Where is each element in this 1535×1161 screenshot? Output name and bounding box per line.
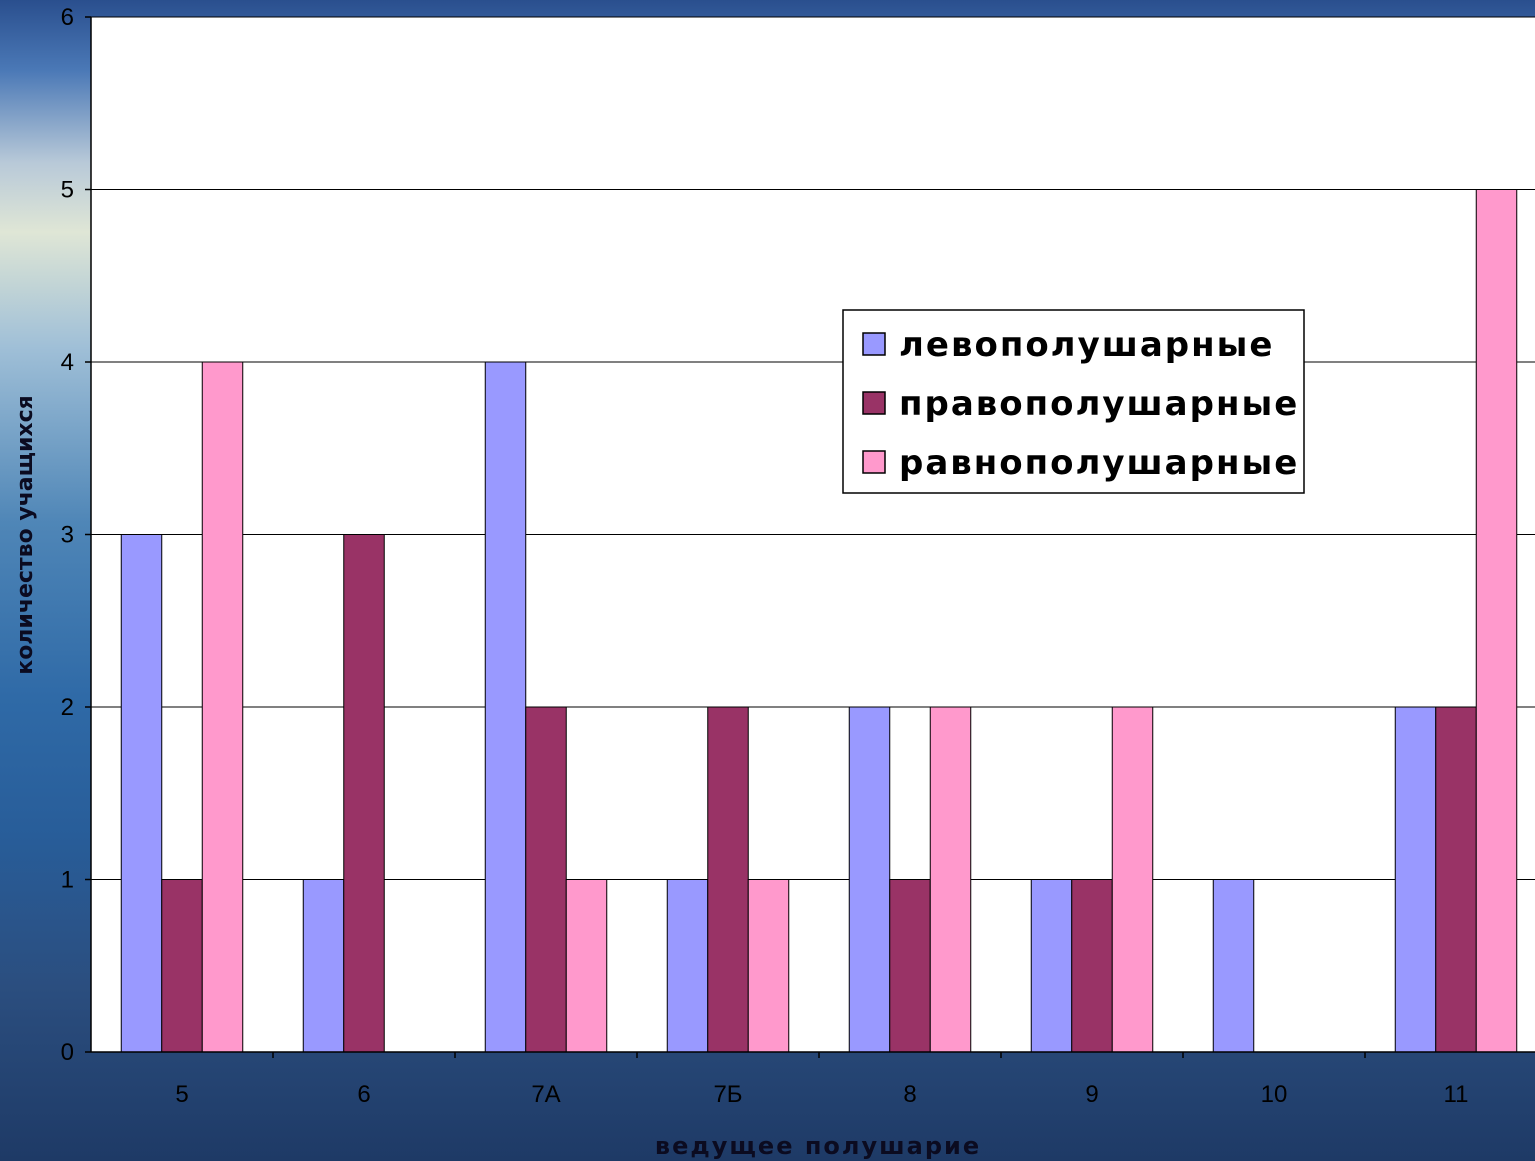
legend-swatch xyxy=(862,332,886,356)
legend-label: правополушарные xyxy=(899,384,1299,424)
bar-равнополушарные-5 xyxy=(201,361,244,1053)
x-tick-label: 5 xyxy=(175,1081,188,1108)
legend-label: левополушарные xyxy=(899,325,1274,365)
bar-равнополушарные-9 xyxy=(1111,706,1154,1053)
x-tick-label: 10 xyxy=(1261,1081,1288,1108)
bar-левополушарные-6 xyxy=(302,879,345,1053)
y-tick-label: 6 xyxy=(61,4,74,31)
bar-левополушарные-5 xyxy=(120,534,163,1053)
bar-левополушарные-11 xyxy=(1394,706,1437,1053)
legend-swatch xyxy=(862,450,886,474)
x-tick-label: 6 xyxy=(357,1081,370,1108)
x-tick-label: 7Б xyxy=(713,1081,742,1108)
bar-левополушарные-7Б xyxy=(666,879,709,1053)
x-tick-labels: 5 6 7А 7Б 8 9 10 11 xyxy=(175,1081,1468,1108)
x-tick-label: 9 xyxy=(1085,1081,1098,1108)
legend: левополушарные правополушарные равнополуша… xyxy=(842,309,1305,494)
bar-левополушарные-10 xyxy=(1212,879,1255,1053)
bars xyxy=(120,189,1518,1053)
bar-левополушарные-9 xyxy=(1030,879,1073,1053)
bar-равнополушарные-8 xyxy=(929,706,972,1053)
bar-правополушарные-9 xyxy=(1071,879,1113,1053)
bar-правополушарные-5 xyxy=(161,879,203,1053)
x-axis-title: ведущее полушарие xyxy=(655,1132,981,1160)
bar-правополушарные-6 xyxy=(343,534,385,1053)
x-tick-label: 11 xyxy=(1444,1081,1469,1108)
y-tick-label: 5 xyxy=(61,177,74,204)
y-tick-label: 4 xyxy=(61,349,74,376)
bar-правополушарные-7А xyxy=(525,706,567,1053)
bar-равнополушарные-7А xyxy=(565,879,608,1053)
y-tick-label: 2 xyxy=(61,694,74,721)
axes xyxy=(85,16,1535,1058)
legend-swatch xyxy=(862,391,886,415)
bar-левополушарные-7А xyxy=(484,361,527,1053)
x-tick-label: 7А xyxy=(531,1081,560,1108)
bar-правополушарные-8 xyxy=(889,879,931,1053)
y-tick-label: 0 xyxy=(61,1039,74,1066)
bar-правополушарные-7Б xyxy=(707,706,749,1053)
bar-равнополушарные-7Б xyxy=(747,879,790,1053)
legend-label: равнополушарные xyxy=(899,443,1299,483)
x-tick-label: 8 xyxy=(903,1081,916,1108)
y-tick-label: 1 xyxy=(61,867,74,894)
y-tick-label: 3 xyxy=(61,522,74,549)
bar-равнополушарные-11 xyxy=(1475,189,1518,1053)
y-axis-title: количество учащихся xyxy=(13,395,38,674)
bar-левополушарные-8 xyxy=(848,706,891,1053)
legend-box xyxy=(842,309,1305,494)
y-tick-labels: 0 1 2 3 4 5 6 xyxy=(61,4,74,1066)
bar-правополушарные-11 xyxy=(1435,706,1477,1053)
